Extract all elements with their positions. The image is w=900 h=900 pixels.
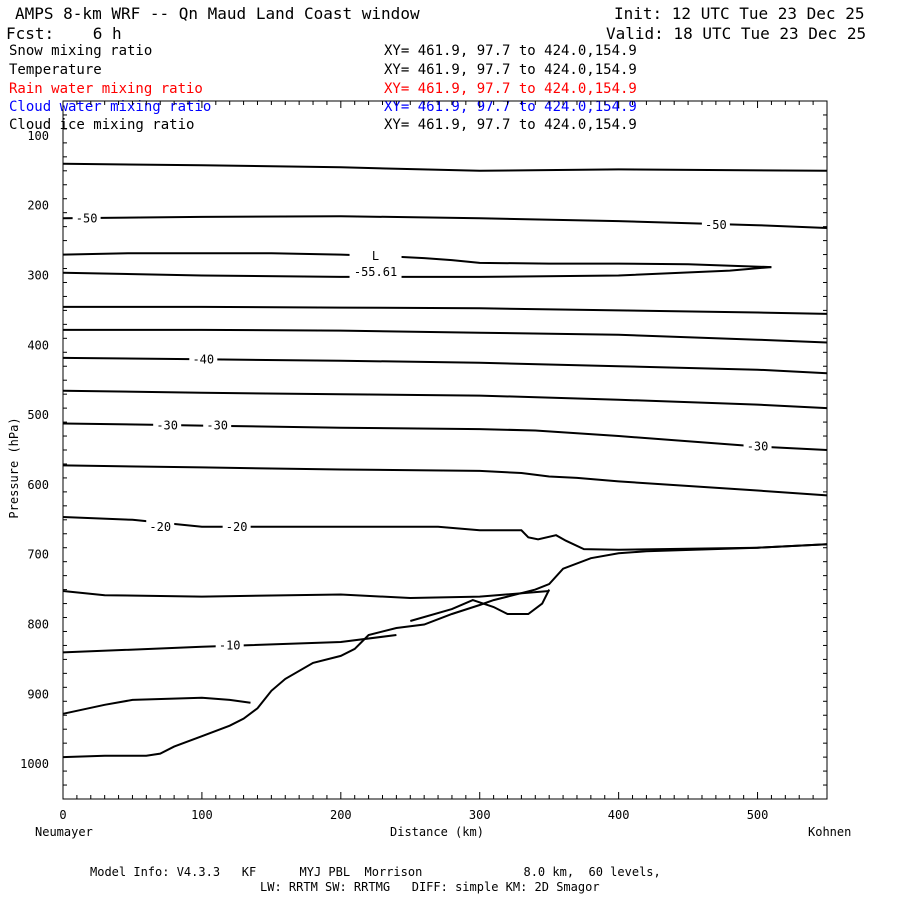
x-tick-label: 400	[608, 808, 630, 822]
isotherm-line	[62, 162, 828, 172]
contour-label-bg	[72, 210, 101, 226]
init-time: Init: 12 UTC Tue 23 Dec 25	[614, 4, 865, 23]
isotherm-line	[62, 356, 828, 375]
forecast-hour: Fcst: 6 h	[6, 24, 122, 43]
valid-time: Valid: 18 UTC Tue 23 Dec 25	[606, 24, 867, 43]
contour-label: -10	[219, 638, 241, 652]
y-tick-label: 100	[27, 129, 49, 143]
x-tick-label: 0	[59, 808, 66, 822]
isotherm-line	[62, 252, 772, 269]
min-marker-symbol: L	[372, 249, 379, 263]
isotherm-line	[62, 215, 828, 229]
y-axis-label: Pressure (hPa)	[7, 417, 21, 519]
contour-label: -50	[76, 211, 98, 225]
y-tick-label: 300	[27, 269, 49, 283]
isotherm-line	[62, 464, 828, 497]
field-name: Rain water mixing ratio	[9, 81, 203, 97]
isotherm-line	[62, 590, 550, 600]
x-tick-label: 300	[469, 808, 491, 822]
contour-label-bg	[203, 417, 232, 433]
field-name: Cloud water mixing ratio	[9, 99, 212, 115]
y-tick-label: 1000	[20, 757, 49, 771]
contour-label: -30	[747, 440, 769, 454]
isotherm-group	[62, 162, 828, 715]
isotherm-line	[62, 266, 772, 278]
isotherm-line	[62, 634, 397, 654]
model-info-line1: Model Info: V4.3.3 KF MYJ PBL Morrison 8…	[90, 865, 661, 879]
isotherm-line	[62, 696, 251, 715]
terrain-group	[62, 543, 828, 759]
field-cross-section-coords: XY= 461.9, 97.7 to 424.0,154.9	[384, 62, 637, 78]
model-info-line2: LW: RRTM SW: RRTMG DIFF: simple KM: 2D S…	[260, 880, 600, 894]
contour-label-group: -50 -50 -40 -30 -30 -30 -20 -20 -10 L -55.61	[72, 210, 772, 653]
contour-label: -30	[206, 419, 228, 433]
x-axis-label: Distance (km)	[390, 825, 484, 839]
field-cross-section-coords: XY= 461.9, 97.7 to 424.0,154.9	[384, 117, 637, 133]
contour-label-bg	[222, 518, 251, 534]
contour-label: -20	[149, 520, 171, 534]
contour-label-bg	[146, 518, 175, 534]
isotherm-line	[63, 305, 828, 315]
contour-label-bg	[743, 438, 772, 454]
isotherm-line	[62, 389, 828, 410]
left-endpoint-label: Neumayer	[35, 825, 93, 839]
field-name: Snow mixing ratio	[9, 43, 153, 59]
contour-label-bg	[153, 417, 182, 433]
terrain-line	[62, 543, 828, 759]
isotherm-line	[63, 328, 828, 344]
y-tick-label: 700	[27, 548, 49, 562]
contour-label-bg	[189, 351, 218, 367]
field-cross-section-coords: XY= 461.9, 97.7 to 424.0,154.9	[384, 99, 637, 115]
contour-label: -30	[156, 419, 178, 433]
right-endpoint-label: Kohnen	[808, 825, 852, 839]
field-cross-section-coords: XY= 461.9, 97.7 to 424.0,154.9	[384, 43, 637, 59]
min-marker-value: -55.61	[354, 265, 397, 279]
y-tick-label: 200	[27, 199, 49, 213]
contour-label: -20	[226, 520, 248, 534]
x-tick-label: 100	[191, 808, 213, 822]
x-tick-label: 200	[330, 808, 352, 822]
x-tick-label: 500	[747, 808, 769, 822]
y-tick-label: 900	[27, 687, 49, 701]
contour-label-bg	[701, 217, 730, 233]
axes-group: 0 100 200 300 400 500 100 200 300 400 500 600 700 800…	[20, 100, 828, 822]
y-tick-label: 500	[27, 408, 49, 422]
y-tick-label: 400	[27, 338, 49, 352]
min-marker-bg	[349, 245, 402, 280]
plot-frame	[62, 100, 828, 800]
field-cross-section-coords: XY= 461.9, 97.7 to 424.0,154.9	[384, 81, 637, 97]
contour-label: -50	[705, 218, 727, 232]
y-tick-label: 800	[27, 618, 49, 632]
chart-title: AMPS 8-km WRF -- Qn Maud Land Coast wind…	[15, 4, 420, 23]
y-tick-label: 600	[27, 478, 49, 492]
contour-label-bg	[215, 637, 244, 653]
contour-label: -40	[192, 352, 214, 366]
field-name: Temperature	[9, 62, 102, 78]
field-name: Cloud ice mixing ratio	[9, 117, 195, 133]
isotherm-line	[62, 516, 828, 551]
isotherm-dip-line	[410, 589, 551, 622]
